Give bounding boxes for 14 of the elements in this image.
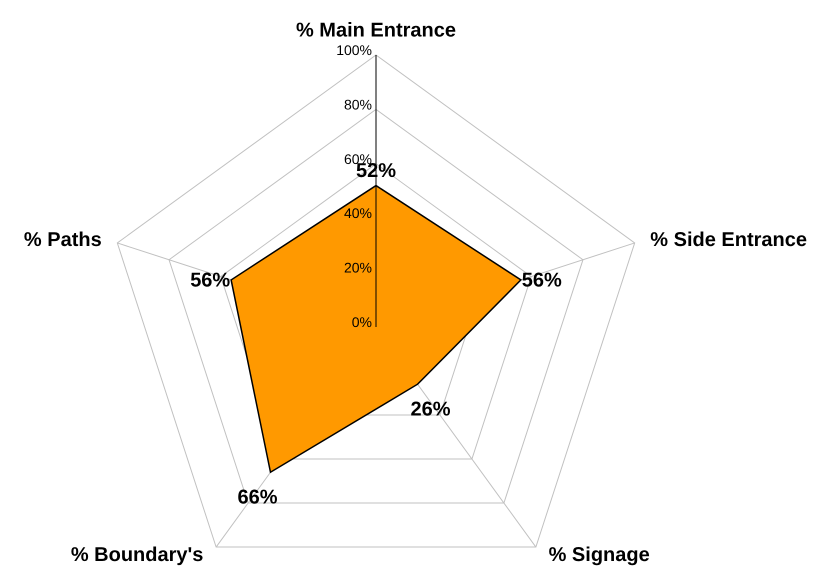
data-label: 26%: [410, 398, 451, 420]
spoke-label: % Signage: [548, 544, 650, 566]
data-label: 66%: [238, 486, 278, 508]
data-label: 56%: [522, 269, 562, 292]
data-label: 56%: [190, 269, 230, 292]
y-tick-label: 80%: [344, 96, 372, 112]
y-tick-label: 40%: [344, 205, 372, 222]
spoke-label: % Boundary's: [70, 544, 204, 566]
y-tick-label: 20%: [344, 260, 372, 276]
spoke-label: % Paths: [24, 228, 102, 251]
spoke-label: % Side Entrance: [650, 228, 808, 251]
spoke-label: % Main Entrance: [296, 19, 456, 42]
y-tick-label: 0%: [352, 314, 372, 330]
y-tick-label: 100%: [336, 42, 372, 58]
